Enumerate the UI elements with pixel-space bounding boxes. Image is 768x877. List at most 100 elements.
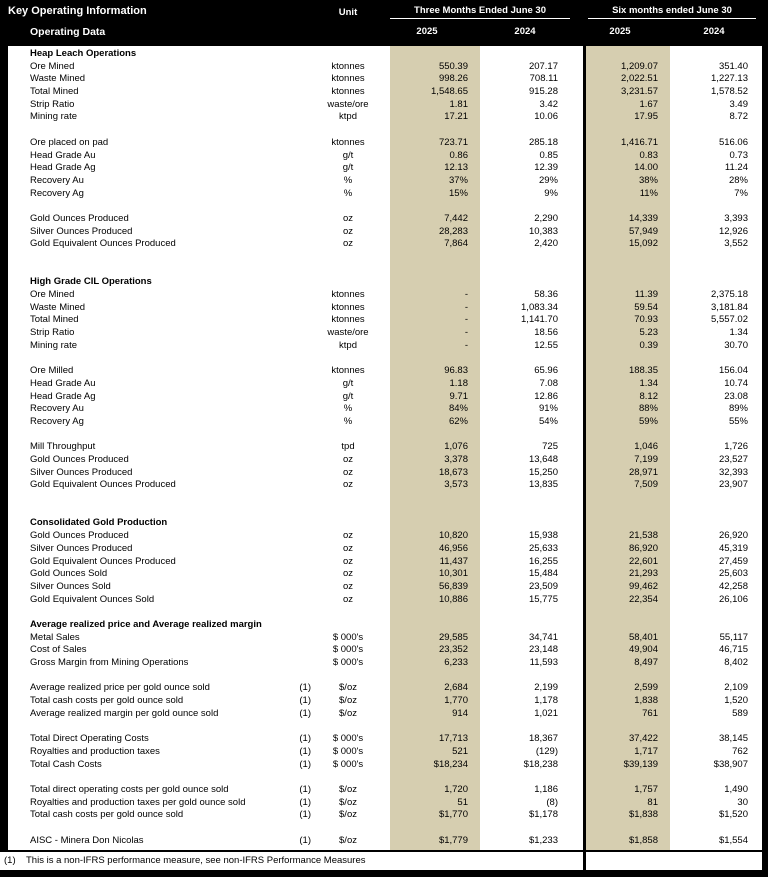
row-label: Ore Milled — [30, 365, 74, 377]
unit-cell: $/oz — [339, 695, 357, 707]
row-label: Silver Ounces Produced — [30, 542, 133, 554]
section-row: Heap Leach Operations — [8, 48, 762, 61]
value-cell: $1,838 — [628, 809, 658, 821]
table-row: Strip Ratio waste/ore 1.81 3.42 1.67 3.49 — [8, 99, 762, 112]
value-cell: - — [464, 301, 468, 313]
table-row: Gold Equivalent Ounces Produced oz 11,437 1… — [8, 556, 762, 569]
unit-cell: $/oz — [339, 796, 357, 808]
value-cell: 761 — [642, 707, 658, 719]
row-label: Recovery Au — [30, 403, 84, 415]
unit-cell: oz — [342, 212, 354, 224]
table-row: Recovery Ag% 15% 9% 11% 7% — [8, 188, 762, 201]
value-cell: 7,199 — [634, 454, 658, 465]
year-header-6m-2025: 2025 — [609, 26, 631, 37]
value-cell: 7,509 — [634, 479, 658, 491]
row-label: Head Grade Ag — [30, 390, 96, 402]
value-cell: 1.67 — [639, 98, 659, 110]
row-label: AISC - Minera Don Nicolas — [30, 834, 144, 846]
value-cell: 2,599 — [634, 682, 658, 694]
footnote-ref — [290, 73, 314, 86]
value-cell: 65.96 — [534, 365, 558, 377]
value-cell: 7,864 — [444, 238, 468, 250]
footnote-row: (1) This is a non-IFRS performance measu… — [0, 852, 768, 870]
value-cell: 9% — [544, 187, 558, 199]
row-label: Gross Margin from Mining Operations — [30, 657, 189, 668]
table-row: Total Direct Operating Costs (1) $ 000's 17… — [8, 733, 762, 746]
value-cell: 29% — [538, 174, 558, 186]
value-cell: 17.95 — [634, 111, 658, 123]
value-cell: 207.17 — [528, 60, 558, 72]
unit-cell: oz — [342, 238, 354, 250]
value-cell: 14.00 — [634, 162, 658, 174]
value-cell: 11.24 — [724, 162, 748, 174]
footnote-ref — [290, 213, 314, 226]
value-cell: 28,283 — [438, 225, 468, 237]
table-row: Waste Mined ktonnes - 1,083.34 59.54 3,181.84 — [8, 302, 762, 315]
value-cell: 10,886 — [438, 593, 468, 605]
value-cell: 0.83 — [639, 149, 659, 161]
table-row: Average realized price per gold ounce so… — [8, 682, 762, 695]
value-cell: 6,233 — [444, 657, 468, 668]
row-label: Recovery Ag — [30, 415, 84, 427]
value-cell: 15,092 — [628, 238, 658, 250]
table-row: Gold Ounces Produced oz 3,378 13,648 7,199 23… — [8, 454, 762, 467]
value-cell: 915.28 — [528, 86, 558, 98]
blank-row — [8, 606, 762, 619]
row-label: Waste Mined — [30, 301, 86, 313]
table-row: Mining rate ktpd - 12.55 0.39 30.70 — [8, 340, 762, 353]
unit-cell: ktonnes — [331, 86, 365, 98]
row-label: Total Mined — [30, 86, 79, 98]
year-header-6m-2024: 2024 — [703, 26, 725, 37]
unit-cell: $/oz — [339, 834, 357, 846]
table-row: Total cash costs per gold ounce sold (1) $… — [8, 695, 762, 708]
value-cell: 23,352 — [438, 644, 468, 656]
value-cell: 1,083.34 — [521, 301, 558, 313]
unit-cell: ktonnes — [331, 314, 365, 326]
value-cell: 84% — [448, 403, 468, 415]
report-title: Key Operating Information — [8, 5, 147, 17]
unit-cell: ktonnes — [331, 301, 365, 313]
value-cell: 12.13 — [444, 162, 468, 174]
value-cell: 54% — [538, 415, 558, 427]
value-cell: 23,509 — [528, 580, 558, 592]
value-cell: $18,238 — [523, 758, 558, 770]
value-cell: $1,858 — [628, 834, 658, 846]
table-row: Gold Equivalent Ounces Produced oz 3,573 13… — [8, 479, 762, 492]
value-cell: 2,684 — [444, 682, 468, 694]
table-rows: Heap Leach Operations Ore Mined ktonnes 550… — [8, 46, 762, 847]
footnote-ref: (1) — [299, 783, 311, 795]
table-row: Gold Ounces Produced oz 7,442 2,290 14,339 3,… — [8, 213, 762, 226]
row-label: Total Mined — [30, 314, 79, 326]
footnote-text: This is a non-IFRS performance measure, … — [26, 855, 366, 866]
year-header-3m-2025: 2025 — [416, 26, 438, 37]
value-cell: 1,770 — [444, 695, 468, 707]
value-cell: 99,462 — [628, 580, 658, 592]
blank-row — [8, 492, 762, 505]
blank-row — [8, 200, 762, 213]
unit-cell: tpd — [341, 441, 355, 453]
table-row: Gold Ounces Produced oz 10,820 15,938 21,538… — [8, 530, 762, 543]
footnote-ref — [290, 556, 314, 569]
value-cell: 89% — [728, 403, 748, 415]
value-cell: $1,520 — [718, 809, 748, 821]
unit-cell: g/t — [342, 377, 354, 389]
value-cell: 1,021 — [534, 707, 558, 719]
value-cell: 7.08 — [539, 377, 559, 389]
value-cell: 3,393 — [724, 212, 748, 224]
value-cell: 57,949 — [628, 225, 658, 237]
value-cell: 2,375.18 — [711, 289, 748, 301]
footnote-ref: (1) — [299, 796, 311, 808]
value-cell: 16,255 — [528, 555, 558, 567]
footnote-ref — [290, 467, 314, 480]
table-row: Ore Milled ktonnes 96.83 65.96 188.35 156.04 — [8, 365, 762, 378]
row-label: Ore Mined — [30, 289, 75, 301]
value-cell: 81 — [647, 796, 658, 808]
value-cell: 12,926 — [718, 225, 748, 237]
value-cell: 34,741 — [528, 631, 558, 643]
value-cell: 38,145 — [718, 733, 748, 745]
row-label: Ore Mined — [30, 60, 75, 72]
table-row: Head Grade Ag g/t 12.13 12.39 14.00 11.24 — [8, 162, 762, 175]
value-cell: 22,354 — [628, 593, 658, 605]
value-cell: 516.06 — [718, 136, 748, 148]
